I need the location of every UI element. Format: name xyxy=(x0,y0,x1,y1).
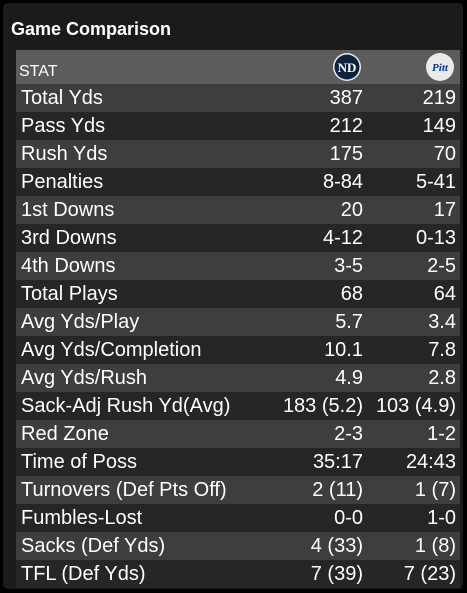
notre-dame-value: 2-3 xyxy=(334,423,363,445)
pitt-value: 1-0 xyxy=(427,507,456,529)
stat-label: Sacks (Def Yds) xyxy=(21,535,166,557)
notre-dame-value: 3-5 xyxy=(334,255,363,277)
table-row: Total Yds 387 219 xyxy=(16,84,460,112)
table-row: 1st Downs 20 17 xyxy=(16,196,460,224)
svg-text:Pitt: Pitt xyxy=(432,62,449,74)
table-row: Total Plays 68 64 xyxy=(16,280,460,308)
table-row: Fumbles-Lost 0-0 1-0 xyxy=(16,504,460,532)
stat-label: Pass Yds xyxy=(21,115,106,137)
table-row: Sacks (Def Yds) 4 (33) 1 (8) xyxy=(16,532,460,560)
table-row: Avg Yds/Completion 10.1 7.8 xyxy=(16,336,460,364)
panel-title: Game Comparison xyxy=(11,19,172,39)
stat-label: Avg Yds/Completion xyxy=(21,339,202,361)
stat-label: Total Yds xyxy=(21,87,103,109)
pitt-value: 219 xyxy=(422,87,456,109)
notre-dame-value: 4 (33) xyxy=(310,535,363,557)
stat-label: 1st Downs xyxy=(21,199,115,221)
table-row: Pass Yds 212 149 xyxy=(16,112,460,140)
table-row: Turnovers (Def Pts Off) 2 (11) 1 (7) xyxy=(16,476,460,504)
table-row: Time of Poss 35:17 24:43 xyxy=(16,448,460,476)
notre-dame-value: 8-84 xyxy=(322,171,363,193)
stat-label: 3rd Downs xyxy=(21,227,117,249)
table-row: TFL (Def Yds) 7 (39) 7 (23) xyxy=(16,560,460,588)
stat-label: Rush Yds xyxy=(21,143,108,165)
stat-label: Avg Yds/Rush xyxy=(21,367,148,389)
stat-label: Penalties xyxy=(21,171,104,193)
notre-dame-value: 20 xyxy=(340,199,363,221)
notre-dame-value: 7 (39) xyxy=(310,563,363,585)
stat-label: Time of Poss xyxy=(21,451,137,473)
stat-label: TFL (Def Yds) xyxy=(21,563,146,585)
notre-dame-value: 175 xyxy=(329,143,363,165)
stat-label: Turnovers (Def Pts Off) xyxy=(21,479,227,501)
pitt-value: 3.4 xyxy=(428,311,456,333)
pitt-value: 17 xyxy=(433,199,456,221)
pitt-value: 2.8 xyxy=(428,367,456,389)
notre-dame-value: 0-0 xyxy=(334,507,363,529)
pitt-value: 1 (7) xyxy=(414,479,456,501)
notre-dame-value: 387 xyxy=(329,87,363,109)
table-row: Avg Yds/Play 5.7 3.4 xyxy=(16,308,460,336)
table-row: Penalties 8-84 5-41 xyxy=(16,168,460,196)
stat-label: Total Plays xyxy=(21,283,118,305)
table-row: Red Zone 2-3 1-2 xyxy=(16,420,460,448)
pitt-value: 7.8 xyxy=(428,339,456,361)
pitt-value: 149 xyxy=(422,115,456,137)
notre-dame-value: 4-12 xyxy=(322,227,363,249)
pitt-value: 7 (23) xyxy=(403,563,456,585)
pitt-value: 103 (4.9) xyxy=(375,395,456,417)
pitt-value: 70 xyxy=(433,143,456,165)
table-header-row: STAT ND Pitt xyxy=(16,50,460,84)
notre-dame-value: 5.7 xyxy=(335,311,363,333)
notre-dame-value: 10.1 xyxy=(324,339,363,361)
pitt-value: 5-41 xyxy=(415,171,456,193)
table-row: 3rd Downs 4-12 0-13 xyxy=(16,224,460,252)
pitt-value: 24:43 xyxy=(405,451,456,473)
stat-label: 4th Downs xyxy=(21,255,116,277)
stat-label: Sack-Adj Rush Yd(Avg) xyxy=(21,395,231,417)
notre-dame-value: 35:17 xyxy=(312,451,363,473)
game-comparison-panel: Game Comparison STAT ND Pitt Total Yds 38… xyxy=(3,3,463,589)
notre-dame-value: 68 xyxy=(340,283,363,305)
notre-dame-value: 4.9 xyxy=(335,367,363,389)
notre-dame-value: 212 xyxy=(329,115,363,137)
pitt-value: 1-2 xyxy=(427,423,456,445)
table-row: Avg Yds/Rush 4.9 2.8 xyxy=(16,364,460,392)
table-row: 4th Downs 3-5 2-5 xyxy=(16,252,460,280)
stat-label: Avg Yds/Play xyxy=(21,311,140,333)
comparison-table: STAT ND Pitt Total Yds 387 219 Pass Yds 212 1… xyxy=(16,50,460,588)
pitt-value: 0-13 xyxy=(415,227,456,249)
table-body: Total Yds 387 219 Pass Yds 212 149 Rush Yds 175… xyxy=(16,84,460,588)
notre-dame-logo-icon: ND xyxy=(333,53,361,81)
pitt-value: 1 (8) xyxy=(414,535,456,557)
pitt-value: 64 xyxy=(433,283,456,305)
stat-label: Red Zone xyxy=(21,423,109,445)
notre-dame-value: 2 (11) xyxy=(312,479,363,501)
pitt-value: 2-5 xyxy=(427,255,456,277)
table-row: Sack-Adj Rush Yd(Avg) 183 (5.2) 103 (4.9) xyxy=(16,392,460,420)
pitt-logo-icon: Pitt xyxy=(426,53,454,81)
stat-label: Fumbles-Lost xyxy=(21,507,143,529)
svg-text:ND: ND xyxy=(338,60,357,75)
notre-dame-value: 183 (5.2) xyxy=(282,395,363,417)
table-row: Rush Yds 175 70 xyxy=(16,140,460,168)
stat-column-header: STAT xyxy=(19,63,58,80)
